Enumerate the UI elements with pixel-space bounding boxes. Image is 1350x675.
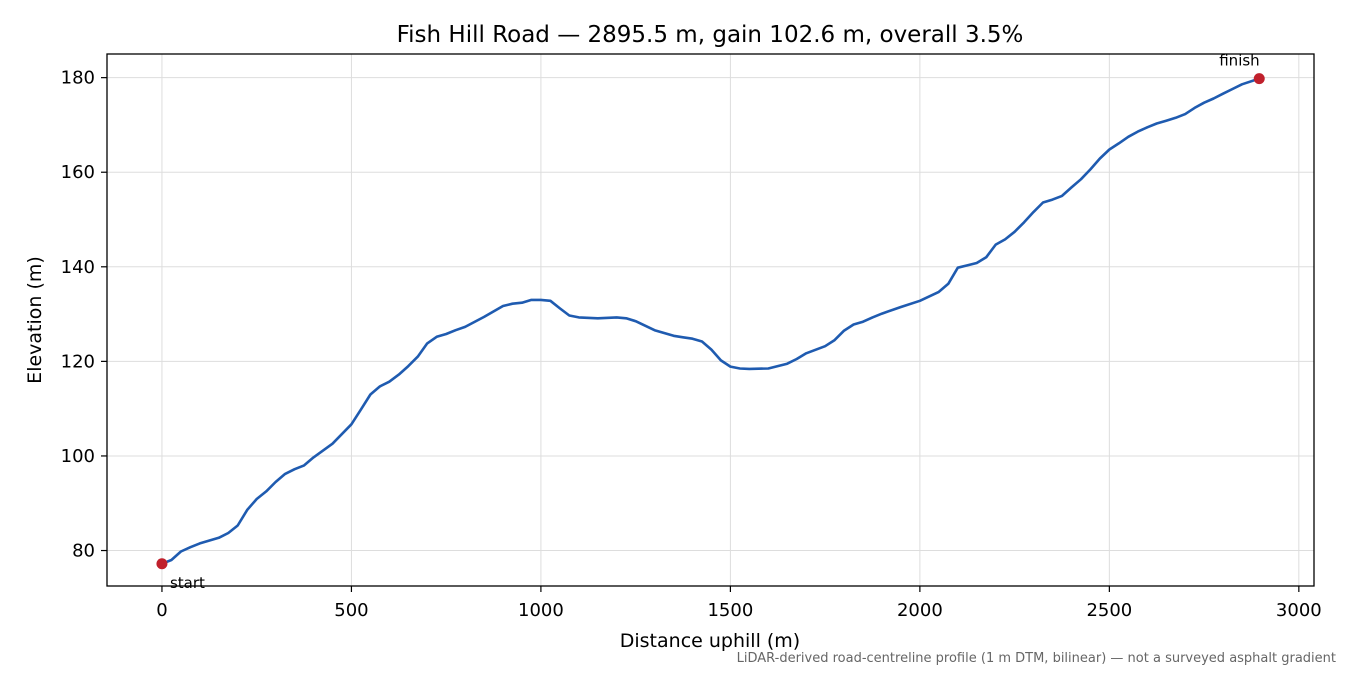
finish-label: finish	[1219, 52, 1259, 70]
y-tick-label: 100	[61, 446, 95, 467]
x-tick-label: 2500	[1086, 600, 1132, 621]
finish-marker	[1253, 73, 1265, 85]
x-axis-label: Distance uphill (m)	[620, 630, 800, 652]
y-tick-label: 120	[61, 351, 95, 372]
plot-area-frame	[106, 53, 1315, 587]
y-tick-label: 140	[61, 257, 95, 278]
y-tick-label: 80	[72, 541, 95, 562]
x-tick-label: 500	[334, 600, 368, 621]
axis-ticks: 0 500 1000 1500 2000 2500 3000 80 100 120 140 160 18…	[61, 68, 1322, 621]
data-source-footnote: LiDAR-derived road-centreline profile (1…	[736, 651, 1336, 666]
start-label: start	[170, 574, 205, 592]
series-line-layer	[160, 77, 1261, 566]
x-tick-label: 3000	[1276, 600, 1322, 621]
elevation-profile-line	[160, 77, 1261, 566]
y-tick-label: 180	[61, 68, 95, 89]
x-tick-label: 1500	[707, 600, 753, 621]
y-tick-label: 160	[61, 162, 95, 183]
endpoint-markers: start finish	[156, 52, 1265, 592]
y-axis-label: Elevation (m)	[24, 256, 46, 384]
start-marker	[156, 558, 168, 570]
chart-title: Fish Hill Road — 2895.5 m, gain 102.6 m,…	[397, 22, 1024, 48]
x-tick-label: 2000	[897, 600, 943, 621]
grid-lines	[107, 54, 1314, 586]
x-tick-label: 1000	[518, 600, 564, 621]
x-tick-label: 0	[156, 600, 167, 621]
